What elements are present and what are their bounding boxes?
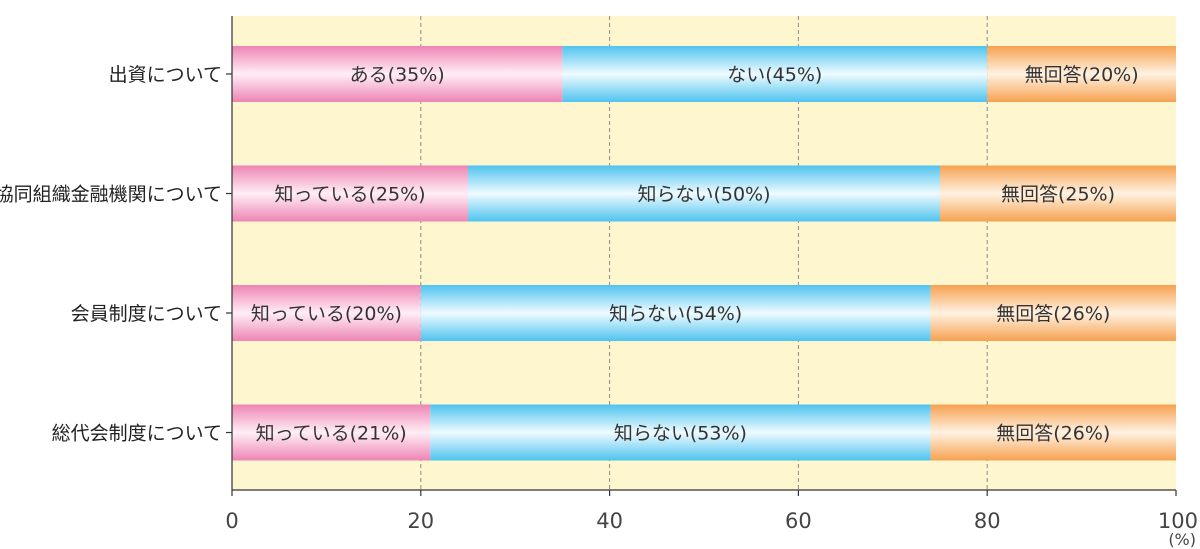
category-label: 会員制度について	[71, 303, 222, 325]
data-label: 無回答(20%)	[1025, 64, 1139, 86]
data-label: 知っている(21%)	[256, 423, 407, 445]
bar-segment	[987, 46, 1176, 102]
bar-segment	[232, 404, 431, 461]
data-label: 知らない(53%)	[614, 423, 747, 445]
x-tick-label: 80	[974, 509, 1001, 533]
category-label: 総代会制度について	[52, 423, 222, 445]
bar-segment	[420, 285, 931, 341]
x-tick-label: 100	[1158, 509, 1198, 533]
axes	[226, 16, 1177, 496]
data-label: 知っている(25%)	[274, 184, 425, 206]
bar-segment	[940, 165, 1176, 222]
bar-segment	[562, 46, 988, 102]
data-label: ない(45%)	[727, 64, 822, 86]
bar-segment	[930, 404, 1176, 461]
bar-segment	[232, 46, 563, 102]
data-label: ある(35%)	[350, 64, 445, 86]
x-tick-labels: 0 20 40 60 80 100	[225, 509, 1198, 533]
x-tick-label: 0	[225, 509, 238, 533]
data-label: 無回答(25%)	[1001, 184, 1115, 206]
bar-segment	[232, 165, 468, 222]
bars: ある(35%) ない(45%) 無回答(20%) 知っている(25%) 知らない(50%…	[232, 46, 1176, 461]
x-tick-label: 40	[596, 509, 623, 533]
data-label: 知っている(20%)	[251, 303, 402, 325]
category-label: 出資について	[109, 64, 222, 86]
data-label: 知らない(54%)	[609, 303, 742, 325]
data-label: 無回答(26%)	[996, 423, 1110, 445]
x-axis-unit-label: (%)	[1168, 530, 1196, 549]
x-tick-label: 20	[407, 509, 434, 533]
bar-segment	[468, 165, 940, 222]
data-label: 無回答(26%)	[996, 303, 1110, 325]
x-tick-label: 60	[785, 509, 812, 533]
category-label: 協同組織金融機関について	[0, 184, 222, 206]
data-label: 知らない(50%)	[637, 184, 770, 206]
bar-segment	[930, 285, 1176, 341]
bar-segment	[232, 285, 421, 341]
bar-segment	[430, 404, 931, 461]
